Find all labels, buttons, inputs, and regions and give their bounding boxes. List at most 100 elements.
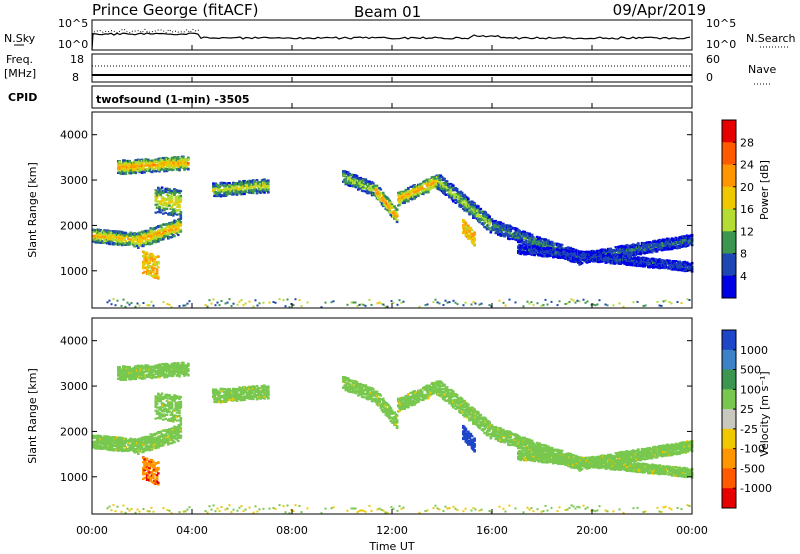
power-cell xyxy=(394,217,398,220)
power-cell xyxy=(372,182,375,185)
power-cell xyxy=(462,198,465,201)
power-cell xyxy=(170,197,174,200)
power-cell xyxy=(112,238,115,241)
power-cell xyxy=(488,223,491,226)
power-cell xyxy=(580,262,584,265)
power-cell xyxy=(157,211,160,214)
power-cell xyxy=(360,180,364,183)
power-cell xyxy=(267,188,270,191)
power-cell xyxy=(143,171,146,174)
power-cell xyxy=(138,243,141,246)
power-cell xyxy=(145,236,149,239)
power-cell xyxy=(140,233,144,236)
power-cell xyxy=(108,241,111,244)
power-cell xyxy=(139,166,143,169)
power-cell xyxy=(503,235,506,238)
power-cell xyxy=(174,191,178,194)
power-cell xyxy=(172,214,175,217)
power-cell xyxy=(175,202,179,205)
power-cell xyxy=(217,188,220,191)
power-cell xyxy=(489,221,493,224)
power-cell xyxy=(530,238,534,241)
power-cell xyxy=(350,177,354,180)
power-cell xyxy=(457,191,460,194)
power-cell xyxy=(389,201,393,204)
power-cell xyxy=(434,180,438,183)
power-cell xyxy=(235,185,239,188)
power-cell xyxy=(179,211,183,215)
power-cell xyxy=(133,245,136,248)
power-cell xyxy=(463,193,466,196)
power-cell xyxy=(520,244,524,247)
power-cell xyxy=(547,251,550,254)
power-cell xyxy=(140,238,144,241)
power-cell xyxy=(154,158,158,161)
power-cell xyxy=(178,191,181,195)
power-cell xyxy=(134,243,138,246)
power-cell xyxy=(100,234,104,237)
power-cell xyxy=(125,166,129,169)
power-cell xyxy=(413,197,416,200)
power-cell xyxy=(147,159,150,162)
power-cell xyxy=(472,216,475,219)
power-cell xyxy=(182,156,185,159)
power-cell xyxy=(134,171,138,174)
power-cell xyxy=(122,167,125,170)
power-cell xyxy=(138,238,141,241)
power-cell xyxy=(137,235,140,238)
power-cell xyxy=(382,191,385,194)
power-cell xyxy=(395,208,399,211)
power-cell xyxy=(135,241,139,245)
power-cell xyxy=(179,166,183,169)
power-cell xyxy=(267,183,270,186)
power-cell xyxy=(155,194,159,197)
power-cell xyxy=(440,181,444,185)
power-cell xyxy=(683,235,686,238)
nave-tick-bottom: 0 xyxy=(706,71,713,84)
power-cell xyxy=(175,232,179,235)
power-cell xyxy=(443,191,446,194)
power-cell xyxy=(477,207,480,210)
power-cell xyxy=(399,194,403,197)
power-cell xyxy=(129,238,133,241)
power-cell xyxy=(173,235,176,238)
power-cell xyxy=(473,211,476,214)
power-cell xyxy=(187,162,190,165)
power-cell xyxy=(212,186,215,189)
power-cell xyxy=(165,163,169,166)
power-cell xyxy=(173,193,176,196)
power-cell xyxy=(173,219,176,222)
power-cell xyxy=(228,183,231,187)
power-cell xyxy=(528,246,531,249)
power-cell xyxy=(509,230,513,233)
power-cell xyxy=(150,165,154,169)
power-cell xyxy=(597,249,600,252)
power-cell xyxy=(527,240,530,244)
power-cell xyxy=(179,222,183,225)
power-cell xyxy=(170,211,174,214)
power-cell xyxy=(174,231,178,234)
power-cell xyxy=(128,243,131,246)
power-cell xyxy=(364,178,368,181)
power-cell xyxy=(375,184,379,187)
power-cell xyxy=(178,203,181,206)
power-cell xyxy=(368,180,371,183)
power-cell xyxy=(427,191,430,194)
power-cell xyxy=(117,241,120,244)
power-cell xyxy=(544,238,548,241)
power-cell xyxy=(522,241,525,244)
power-cell xyxy=(493,226,496,229)
power-cell xyxy=(134,159,138,162)
power-cell xyxy=(170,199,174,202)
power-cell xyxy=(183,168,186,171)
power-cell xyxy=(455,188,459,191)
power-cell xyxy=(158,206,161,209)
power-cell xyxy=(133,167,136,171)
power-cell xyxy=(489,231,493,234)
power-cell xyxy=(483,217,486,220)
freq-panel: Freq. [MHz] 18 8 60 0 Nave CPID xyxy=(4,53,776,104)
power-cell xyxy=(179,221,183,224)
station-title: Prince George (fitACF) xyxy=(92,1,258,19)
power-cell xyxy=(184,161,188,164)
